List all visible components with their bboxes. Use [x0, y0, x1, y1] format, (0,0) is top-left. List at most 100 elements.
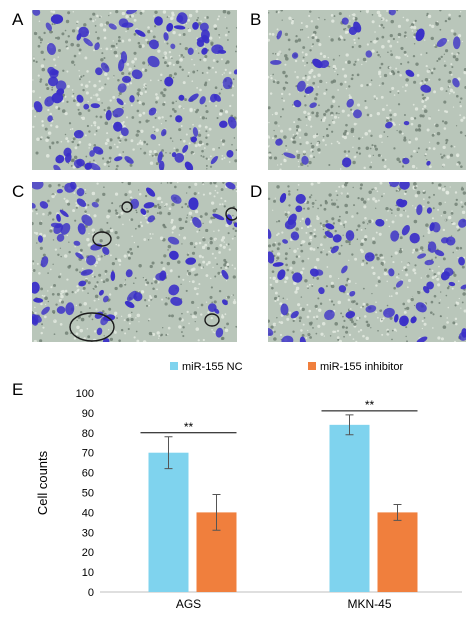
membrane-pore: [183, 153, 186, 156]
membrane-pore: [167, 249, 169, 251]
membrane-pore: [273, 296, 278, 301]
membrane-pore: [111, 269, 114, 272]
membrane-pore: [211, 252, 214, 255]
membrane-pore: [432, 327, 434, 329]
membrane-pore: [204, 243, 208, 247]
membrane-pore: [183, 107, 185, 110]
membrane-pore: [360, 262, 365, 267]
membrane-pore: [343, 335, 345, 338]
membrane-pore: [384, 158, 387, 161]
membrane-pore: [38, 221, 43, 226]
membrane-pore: [182, 81, 186, 85]
stained-cell: [388, 10, 396, 16]
membrane-pore: [148, 318, 151, 321]
membrane-pore: [396, 157, 400, 162]
membrane-pore: [428, 196, 431, 199]
membrane-pore: [364, 235, 368, 239]
membrane-pore: [223, 157, 226, 159]
membrane-pore: [382, 26, 385, 29]
membrane-pore: [177, 275, 181, 278]
membrane-pore: [144, 90, 147, 94]
membrane-pore: [319, 302, 323, 305]
stained-cell: [436, 37, 447, 47]
membrane-pore: [179, 226, 183, 231]
membrane-pore: [80, 317, 85, 322]
membrane-pore: [135, 12, 137, 14]
membrane-pore: [381, 195, 383, 198]
membrane-pore: [108, 159, 111, 162]
membrane-pore: [307, 165, 309, 167]
stained-cell: [325, 223, 335, 230]
membrane-pore: [131, 116, 135, 119]
membrane-pore: [324, 18, 326, 21]
membrane-pore: [438, 78, 441, 81]
membrane-pore: [437, 57, 441, 61]
membrane-pore: [331, 130, 334, 133]
membrane-pore: [346, 279, 349, 282]
membrane-pore: [118, 339, 121, 342]
membrane-pore: [271, 270, 275, 274]
membrane-pore: [449, 153, 454, 157]
membrane-pore: [276, 221, 278, 223]
membrane-pore: [287, 38, 291, 42]
membrane-pore: [56, 36, 61, 40]
membrane-pore: [374, 147, 378, 151]
membrane-pore: [205, 142, 209, 146]
membrane-pore: [45, 83, 49, 87]
stained-cell: [375, 218, 385, 227]
membrane-pore: [68, 241, 70, 243]
legend-swatch: [170, 362, 178, 370]
membrane-pore: [276, 80, 280, 85]
membrane-pore: [119, 134, 123, 138]
membrane-pore: [66, 70, 69, 73]
membrane-pore: [37, 44, 41, 48]
membrane-pore: [160, 79, 162, 82]
membrane-pore: [348, 85, 351, 88]
membrane-pore: [351, 320, 354, 324]
membrane-pore: [178, 128, 182, 132]
membrane-pore: [393, 72, 396, 75]
membrane-pore: [201, 116, 205, 120]
membrane-pore: [94, 19, 97, 21]
stained-cell: [365, 50, 373, 58]
membrane-pore: [322, 228, 325, 231]
membrane-pore: [452, 91, 455, 94]
membrane-pore: [464, 134, 466, 137]
membrane-pore: [88, 80, 91, 83]
membrane-pore: [143, 238, 147, 241]
membrane-pore: [169, 182, 173, 185]
membrane-pore: [313, 228, 316, 232]
membrane-pore: [208, 192, 212, 195]
membrane-pore: [336, 199, 338, 201]
membrane-pore: [459, 246, 463, 250]
membrane-pore: [143, 140, 146, 144]
membrane-pore: [109, 227, 112, 230]
membrane-pore: [189, 241, 194, 246]
membrane-pore: [279, 302, 283, 306]
membrane-pore: [174, 185, 177, 189]
stained-cell: [53, 223, 64, 234]
membrane-pore: [307, 36, 310, 39]
membrane-pore: [414, 186, 417, 190]
stained-cell: [342, 157, 352, 168]
membrane-pore: [114, 286, 118, 291]
membrane-pore: [192, 70, 196, 74]
membrane-pore: [234, 235, 236, 237]
membrane-pore: [133, 65, 136, 67]
membrane-pore: [197, 287, 199, 290]
membrane-pore: [117, 78, 120, 82]
stained-cell: [39, 201, 49, 209]
membrane-pore: [404, 268, 408, 272]
membrane-pore: [367, 223, 369, 225]
membrane-pore: [193, 246, 196, 249]
membrane-pore: [144, 299, 147, 302]
membrane-pore: [192, 267, 196, 271]
stained-cell: [40, 256, 49, 268]
membrane-pore: [312, 276, 315, 279]
membrane-pore: [280, 115, 282, 118]
membrane-pore: [318, 43, 322, 47]
stained-cell: [113, 121, 123, 132]
membrane-pore: [284, 252, 288, 256]
membrane-pore: [385, 19, 388, 22]
membrane-pore: [62, 208, 64, 211]
